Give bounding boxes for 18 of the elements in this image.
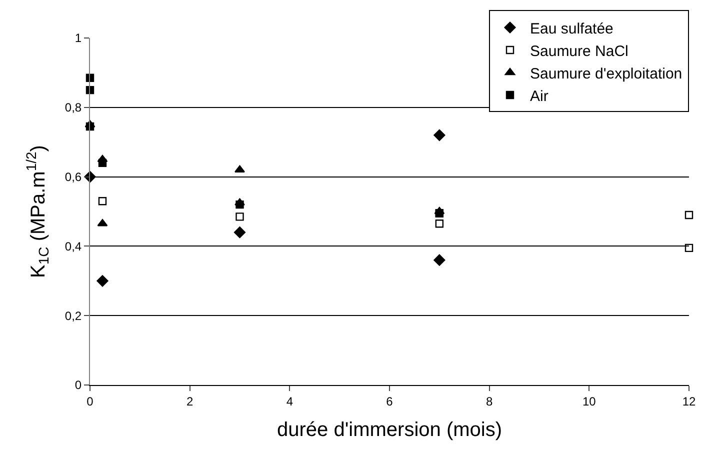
x-tick-label: 10 [582,394,596,408]
x-tick-label: 0 [86,394,94,408]
x-tick-label: 2 [186,394,194,408]
y-tick-label: 0,4 [64,239,82,254]
x-axis-title: durée d'immersion (mois) [277,418,502,441]
x-tick-label: 12 [682,394,696,408]
y-tick-label: 1 [74,31,82,46]
x-tick-label: 8 [486,394,493,408]
y-tick-label: 0,6 [64,170,82,184]
legend-label: Eau sulfatée [530,20,614,38]
legend-label: Air [530,88,548,105]
y-tick-label: 0,8 [64,100,82,115]
legend-label: Saumure NaCl [530,42,628,60]
y-tick-label: 0,2 [64,308,82,323]
x-tick-label: 4 [286,394,294,408]
x-tick-label: 6 [386,394,394,408]
y-tick-label: 0 [74,378,82,392]
legend-label: Saumure d'exploitation [530,65,682,82]
